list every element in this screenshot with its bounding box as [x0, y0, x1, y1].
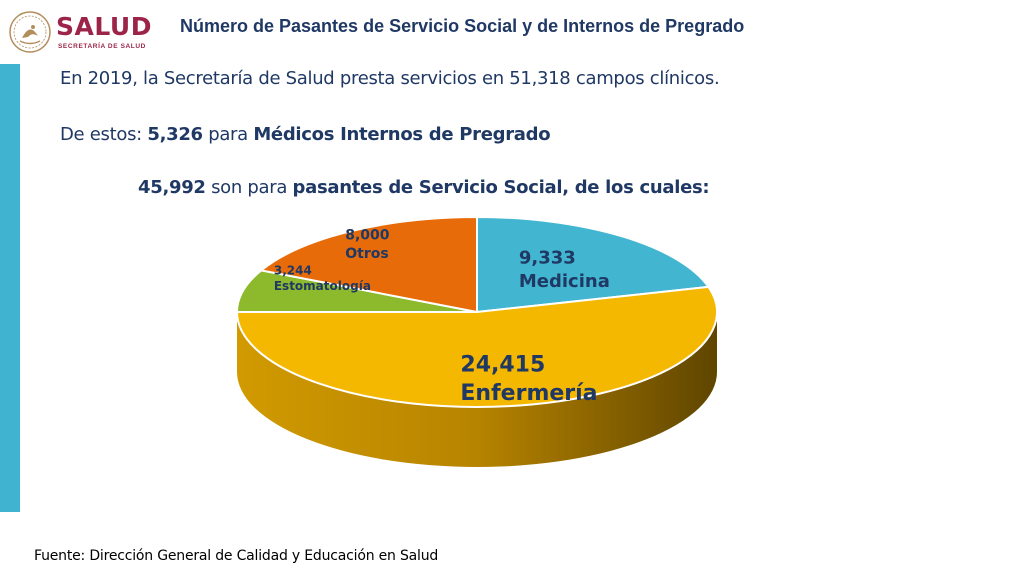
- pie-slice-estomatologia: [236, 269, 478, 313]
- internos-value: 5,326: [147, 124, 203, 145]
- data-label-category: Estomatología: [274, 279, 371, 293]
- data-label-category: Medicina: [519, 271, 610, 292]
- pasantes-label: pasantes de Servicio Social, de los cual…: [292, 177, 710, 198]
- data-label-enfermeria: 24,415 Enfermería: [460, 353, 597, 407]
- data-label-value: 24,415: [460, 353, 545, 378]
- pie-top-layer: [236, 216, 718, 408]
- pie-slice-enfermeria: [236, 285, 718, 408]
- logo-subtitle: SECRETARÍA DE SALUD: [58, 43, 146, 50]
- pie-label-layer: 9,333 Medicina 24,415 Enfermería 3,244 Estoma…: [274, 228, 610, 407]
- data-label-value: 9,333: [519, 248, 576, 269]
- pasantes-connector: son para: [205, 177, 293, 198]
- mexico-coat-of-arms-icon: [9, 11, 51, 53]
- internos-prefix: De estos:: [60, 124, 148, 145]
- internos-label: Médicos Internos de Pregrado: [253, 124, 551, 145]
- salud-logo: SALUD SECRETARÍA DE SALUD: [8, 8, 168, 56]
- pie-slice-otros: [260, 216, 478, 313]
- logo-wordmark: SALUD: [56, 12, 152, 41]
- internos-connector: para: [202, 124, 254, 145]
- pasantes-text: 45,992 son para pasantes de Servicio Soc…: [138, 177, 710, 198]
- accent-side-bar: [0, 64, 20, 512]
- pie-slice-medicina: [476, 216, 710, 313]
- data-label-category: Enfermería: [460, 381, 597, 406]
- data-label-value: 8,000: [345, 228, 390, 244]
- internos-text: De estos: 5,326 para Médicos Internos de…: [60, 124, 551, 145]
- intro-text: En 2019, la Secretaría de Salud presta s…: [60, 68, 720, 89]
- data-label-category: Otros: [345, 246, 388, 262]
- data-label-otros: 8,000 Otros: [345, 228, 390, 262]
- pie-side-enfermeria: [237, 312, 717, 467]
- pasantes-value: 45,992: [138, 177, 206, 198]
- data-label-estomatologia: 3,244 Estomatología: [274, 263, 371, 293]
- data-label-medicina: 9,333 Medicina: [519, 248, 610, 292]
- data-label-value: 3,244: [274, 263, 312, 277]
- pie-side-layer: [237, 312, 717, 467]
- page-title: Número de Pasantes de Servicio Social y …: [180, 16, 745, 36]
- source-note: Fuente: Dirección General de Calidad y E…: [34, 548, 439, 564]
